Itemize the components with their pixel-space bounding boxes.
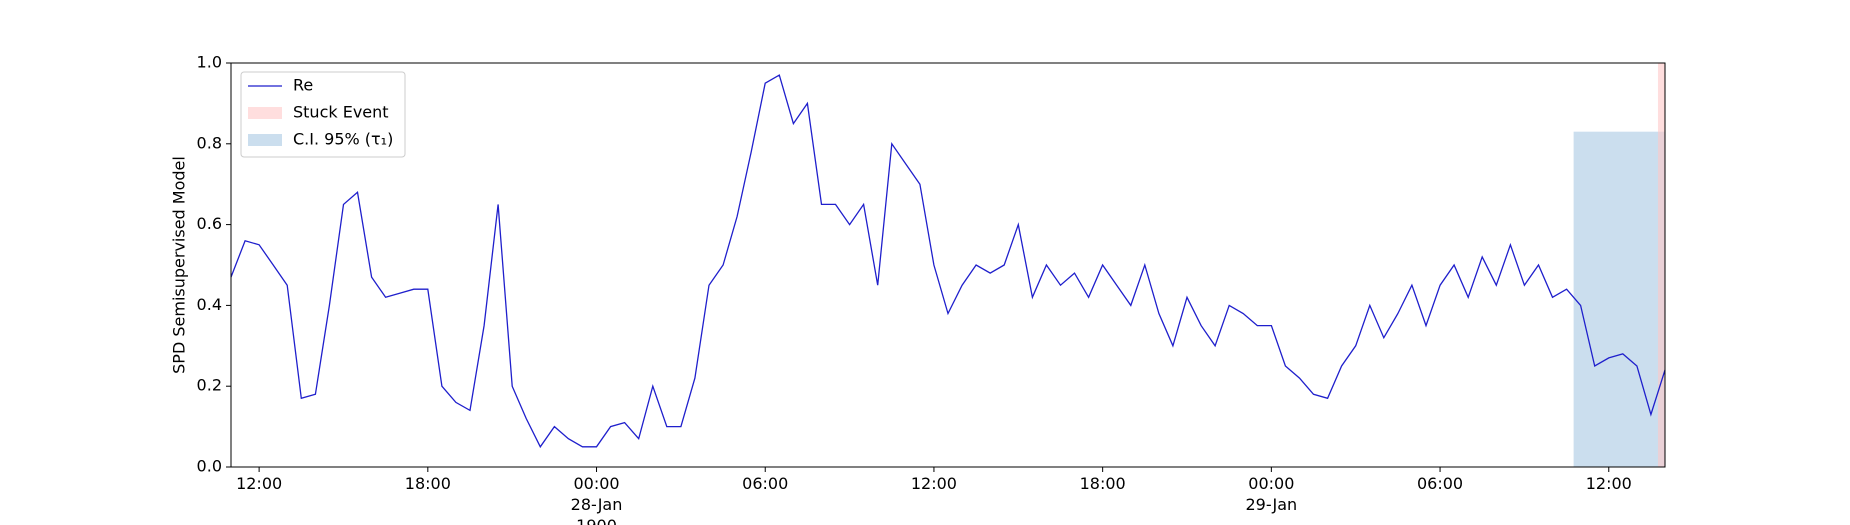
x-tick-label: 12:00 — [236, 474, 282, 493]
legend-swatch — [248, 134, 282, 146]
x-tick-label: 06:00 — [1417, 474, 1463, 493]
confidence-interval — [1573, 131, 1665, 467]
x-tick-label: 00:00 29-Jan — [1246, 474, 1298, 514]
data-line — [230, 74, 1666, 449]
stuck-event — [1657, 63, 1665, 467]
y-tick-label: 0.4 — [197, 295, 222, 314]
y-tick-label: 0.6 — [197, 214, 222, 233]
x-tick-label: 06:00 — [742, 474, 788, 493]
x-tick-label: 18:00 — [405, 474, 451, 493]
legend-label: Stuck Event — [293, 103, 389, 122]
x-tick-label: 18:00 — [1080, 474, 1126, 493]
legend-label: Re — [293, 76, 313, 95]
y-tick-label: 1.0 — [197, 53, 222, 72]
legend-label: C.I. 95% (τ₁) — [293, 130, 393, 149]
y-tick-label: 0.8 — [197, 133, 222, 152]
y-axis-label: SPD Semisupervised Model — [170, 156, 189, 374]
legend-swatch — [248, 107, 282, 119]
y-tick-label: 0.2 — [197, 376, 222, 395]
x-tick-label: 00:00 28-Jan 1900 — [571, 474, 623, 525]
y-tick-label: 0.0 — [197, 457, 222, 476]
legend: Re Stuck Event C.I. 95% (τ₁) — [240, 71, 406, 158]
x-tick-label: 12:00 — [911, 474, 957, 493]
x-tick-label: 12:00 — [1586, 474, 1632, 493]
plot-frame — [230, 62, 1666, 468]
